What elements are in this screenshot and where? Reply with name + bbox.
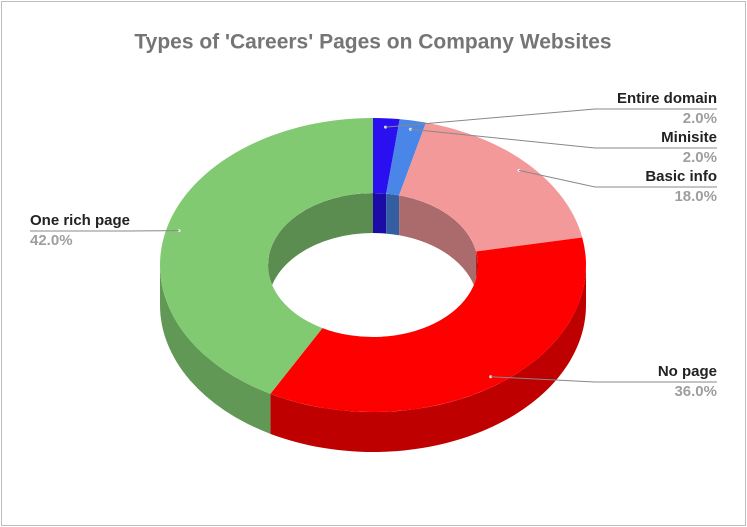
- slice: [373, 118, 400, 194]
- leader-line: [410, 128, 717, 149]
- slice-value-label: 36.0%: [674, 383, 717, 400]
- slice-label: Basic info: [645, 168, 717, 185]
- slice-value-label: 18.0%: [674, 188, 717, 205]
- slice-label: No page: [658, 363, 717, 380]
- slice-label: Minisite: [661, 129, 717, 146]
- leader-dot: [409, 127, 413, 131]
- slice-inner-wall: [373, 193, 387, 234]
- slice: [386, 119, 426, 196]
- slice-inner-wall: [399, 195, 477, 292]
- slice-label: Entire domain: [617, 90, 717, 107]
- slice-value-label: 42.0%: [30, 232, 73, 249]
- slice-inner-wall: [386, 193, 400, 236]
- slice-side: [270, 265, 586, 453]
- chart-title: Types of 'Careers' Pages on Company Webs…: [134, 31, 611, 54]
- leader-dot: [177, 229, 181, 233]
- leader-dot: [489, 375, 493, 379]
- inner-walls: [268, 193, 478, 305]
- leader-line: [385, 108, 717, 128]
- slice-inner-wall: [268, 193, 373, 305]
- slice-label: One rich page: [30, 212, 130, 229]
- slice-side: [160, 265, 271, 434]
- labels: Entire domain 2.0% Minisite 2.0% Basic info 1…: [30, 90, 717, 400]
- leader-line: [490, 376, 717, 383]
- slice-value-label: 2.0%: [683, 149, 717, 166]
- leader-line: [518, 169, 717, 188]
- slices: [159, 117, 587, 413]
- slice-value-label: 2.0%: [683, 110, 717, 127]
- slice: [270, 237, 587, 413]
- slice: [159, 117, 373, 394]
- outer-walls: [160, 265, 586, 453]
- slice: [399, 122, 583, 252]
